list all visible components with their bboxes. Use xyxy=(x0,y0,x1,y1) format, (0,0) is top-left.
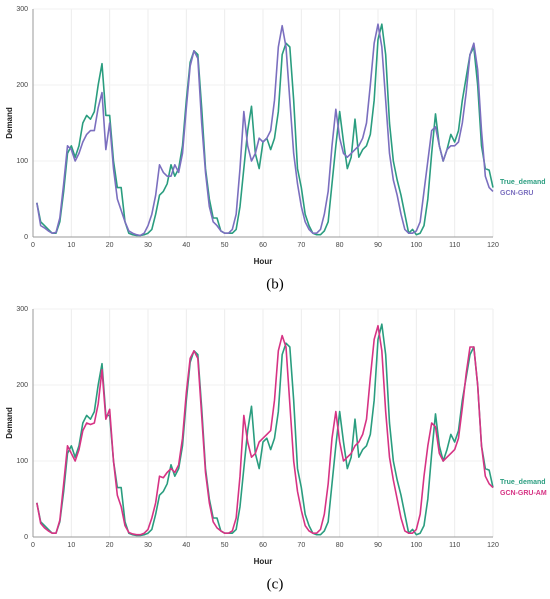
x-tick-label: 70 xyxy=(297,542,305,549)
y-axis-title: Demand xyxy=(5,407,14,439)
x-tick-label: 0 xyxy=(31,542,35,549)
x-tick-label: 100 xyxy=(410,542,422,549)
y-tick-label: 100 xyxy=(16,158,28,165)
x-axis-title: Hour xyxy=(254,557,273,566)
x-tick-label: 50 xyxy=(221,242,229,249)
y-tick-label: 100 xyxy=(16,458,28,465)
x-tick-label: 10 xyxy=(67,242,75,249)
series-line xyxy=(36,323,494,537)
x-tick-label: 120 xyxy=(487,242,499,249)
x-tick-label: 10 xyxy=(67,542,75,549)
caption: (b) xyxy=(266,276,284,292)
caption: (c) xyxy=(267,576,284,592)
x-tick-label: 40 xyxy=(182,242,190,249)
series-line xyxy=(36,324,494,536)
x-tick-label: 80 xyxy=(336,242,344,249)
x-tick-label: 20 xyxy=(106,542,114,549)
x-tick-label: 60 xyxy=(259,242,267,249)
x-tick-label: 110 xyxy=(449,542,460,549)
legend-label: GCN-GRU-AM xyxy=(500,490,547,497)
x-tick-label: 80 xyxy=(336,542,344,549)
legend-label: True_demand xyxy=(500,479,546,486)
legend-label: GCN-GRU xyxy=(500,190,533,197)
x-tick-label: 30 xyxy=(144,542,152,549)
x-tick-label: 70 xyxy=(297,242,305,249)
y-tick-label: 300 xyxy=(16,6,28,13)
y-axis-title: Demand xyxy=(5,107,14,139)
x-axis-title: Hour xyxy=(254,257,273,266)
x-tick-label: 90 xyxy=(374,242,382,249)
x-tick-label: 100 xyxy=(410,242,422,249)
y-tick-label: 200 xyxy=(16,82,28,89)
legend-label: True_demand xyxy=(500,179,546,186)
x-tick-label: 60 xyxy=(259,542,267,549)
x-tick-label: 30 xyxy=(144,242,152,249)
x-tick-label: 0 xyxy=(31,242,35,249)
x-tick-label: 120 xyxy=(487,542,499,549)
x-tick-label: 40 xyxy=(182,542,190,549)
series-line xyxy=(36,23,494,237)
x-tick-label: 90 xyxy=(374,542,382,549)
x-tick-label: 50 xyxy=(221,542,229,549)
y-tick-label: 0 xyxy=(24,534,28,541)
y-tick-label: 200 xyxy=(16,382,28,389)
y-tick-label: 0 xyxy=(24,234,28,241)
x-tick-label: 20 xyxy=(106,242,114,249)
y-tick-label: 300 xyxy=(16,306,28,313)
x-tick-label: 110 xyxy=(449,242,460,249)
